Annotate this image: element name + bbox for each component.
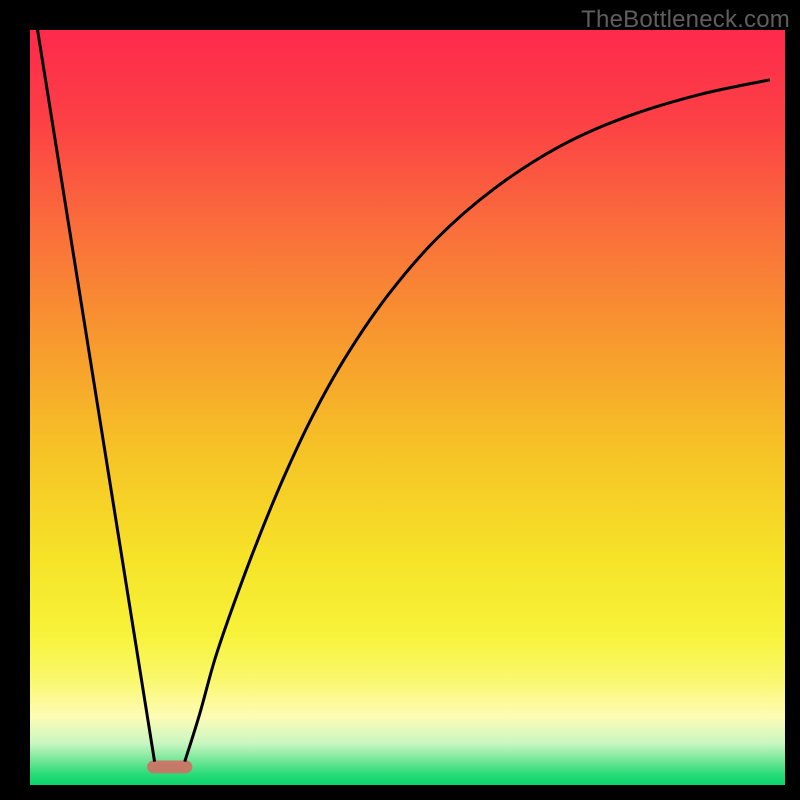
target-marker — [147, 760, 192, 773]
chart-container: TheBottleneck.com — [0, 0, 800, 800]
watermark-text: TheBottleneck.com — [581, 6, 790, 34]
gradient-background — [30, 30, 785, 785]
plot-area — [30, 30, 785, 785]
chart-svg — [30, 30, 785, 785]
